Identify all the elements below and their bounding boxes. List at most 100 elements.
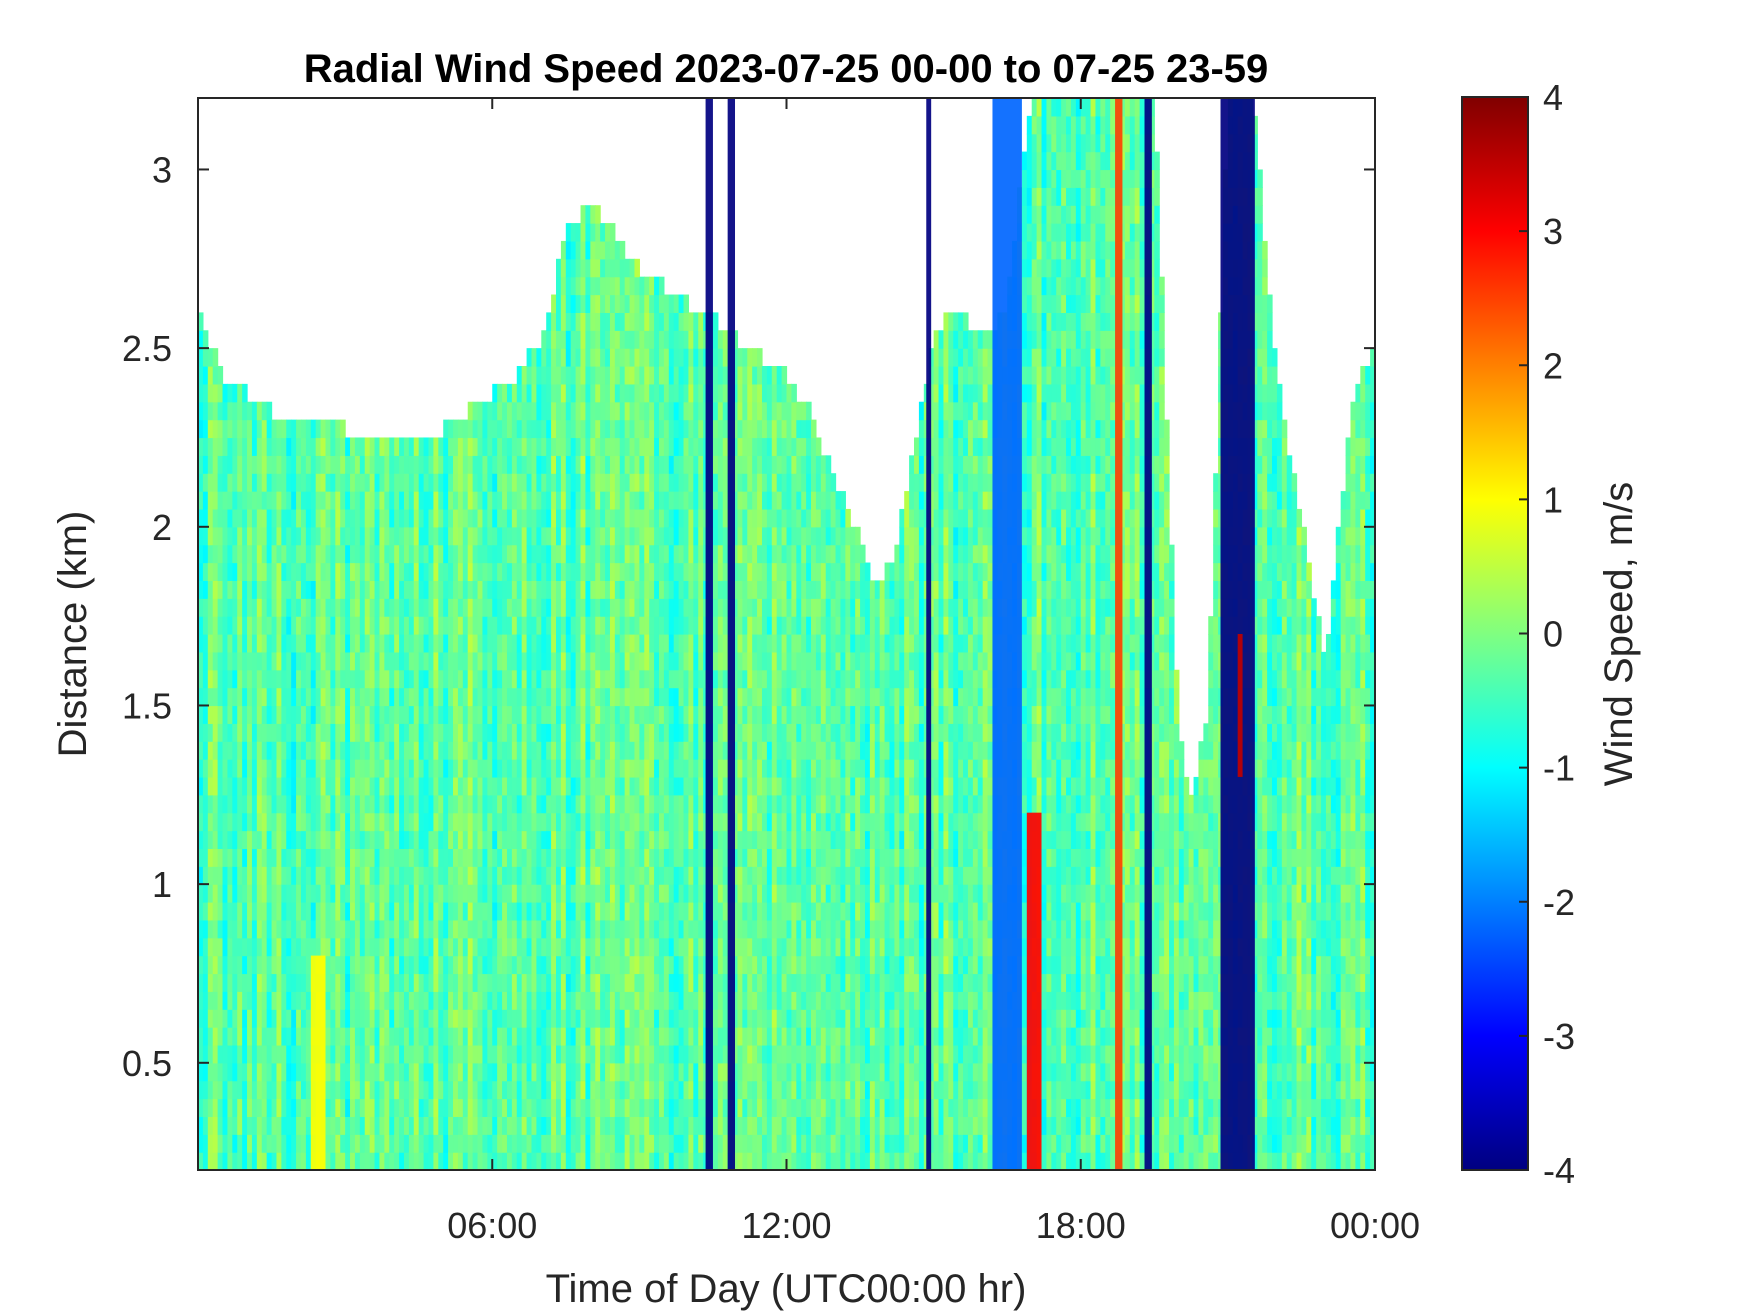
heatmap-cell bbox=[585, 848, 591, 867]
heatmap-cell bbox=[698, 919, 704, 939]
heatmap-cell bbox=[296, 759, 302, 778]
heatmap-cell bbox=[394, 723, 400, 742]
heatmap-cell bbox=[242, 794, 248, 814]
heatmap-cell bbox=[345, 687, 351, 707]
heatmap-cell bbox=[570, 651, 577, 671]
heatmap-cell bbox=[482, 902, 488, 921]
heatmap-cell bbox=[600, 634, 606, 653]
heatmap-cell bbox=[369, 651, 376, 671]
heatmap-cell bbox=[423, 902, 430, 921]
heatmap-cell bbox=[688, 491, 694, 510]
heatmap-cell bbox=[585, 955, 591, 975]
heatmap-cell bbox=[492, 937, 498, 957]
heatmap-cell bbox=[364, 741, 371, 760]
heatmap-cell bbox=[663, 1098, 670, 1117]
heatmap-cell bbox=[198, 848, 204, 867]
heatmap-cell bbox=[428, 973, 434, 992]
heatmap-cell bbox=[639, 830, 645, 849]
heatmap-cell bbox=[457, 848, 464, 867]
heatmap-cell bbox=[526, 580, 533, 599]
heatmap-cell bbox=[198, 1152, 204, 1170]
heatmap-cell bbox=[722, 991, 729, 1010]
heatmap-cell bbox=[560, 812, 567, 832]
heatmap-cell bbox=[251, 1080, 258, 1100]
heatmap-cell bbox=[683, 616, 690, 635]
heatmap-cell bbox=[291, 669, 297, 689]
heatmap-cell bbox=[202, 741, 209, 760]
heatmap-cell bbox=[678, 473, 685, 492]
heatmap-cell bbox=[531, 473, 537, 492]
heatmap-cell bbox=[649, 634, 655, 653]
heatmap-cell bbox=[222, 508, 229, 528]
heatmap-cell bbox=[222, 741, 229, 760]
heatmap-cell bbox=[722, 401, 729, 421]
heatmap-cell bbox=[256, 955, 263, 975]
heatmap-cell bbox=[649, 973, 655, 992]
heatmap-cell bbox=[678, 366, 685, 385]
heatmap-cell bbox=[281, 437, 287, 456]
heatmap-cell bbox=[237, 437, 243, 456]
heatmap-cell bbox=[300, 419, 307, 439]
heatmap-cell bbox=[310, 491, 317, 510]
heatmap-cell bbox=[428, 598, 434, 617]
heatmap-cell bbox=[722, 723, 729, 742]
heatmap-cell bbox=[502, 794, 508, 814]
heatmap-cell bbox=[399, 1080, 405, 1100]
heatmap-cell bbox=[492, 1152, 498, 1170]
heatmap-cell bbox=[340, 937, 346, 957]
heatmap-cell bbox=[198, 902, 204, 921]
heatmap-cell bbox=[428, 437, 434, 456]
heatmap-cell bbox=[575, 723, 582, 742]
heatmap-cell bbox=[359, 776, 366, 796]
heatmap-cell bbox=[261, 1009, 268, 1028]
heatmap-cell bbox=[526, 419, 533, 439]
heatmap-cell bbox=[516, 1134, 523, 1153]
heatmap-cell bbox=[232, 919, 238, 939]
heatmap-cell bbox=[712, 437, 719, 456]
heatmap-cell bbox=[408, 902, 415, 921]
heatmap-cell bbox=[232, 955, 238, 975]
heatmap-cell bbox=[595, 437, 601, 456]
heatmap-cell bbox=[732, 598, 739, 617]
heatmap-cell bbox=[546, 437, 552, 456]
heatmap-cell bbox=[453, 598, 459, 617]
heatmap-cell bbox=[639, 937, 645, 957]
heatmap-cell bbox=[330, 776, 336, 796]
heatmap-cell bbox=[634, 705, 640, 724]
heatmap-cell bbox=[526, 955, 533, 975]
heatmap-cell bbox=[722, 330, 729, 349]
heatmap-cell bbox=[693, 937, 699, 957]
heatmap-cell bbox=[511, 812, 518, 832]
heatmap-cell bbox=[717, 366, 724, 385]
heatmap-cell bbox=[325, 616, 332, 635]
heatmap-cell bbox=[261, 508, 268, 528]
heatmap-cell bbox=[570, 366, 577, 385]
heatmap-cell bbox=[609, 1062, 616, 1082]
heatmap-cell bbox=[634, 401, 640, 421]
heatmap-cell bbox=[546, 776, 552, 796]
heatmap-cell bbox=[453, 616, 459, 635]
heatmap-cell bbox=[315, 705, 322, 724]
heatmap-cell bbox=[413, 1098, 420, 1117]
heatmap-cell bbox=[291, 562, 297, 581]
heatmap-cell bbox=[457, 455, 464, 474]
heatmap-cell bbox=[556, 634, 562, 653]
heatmap-cell bbox=[673, 741, 680, 760]
heatmap-cell bbox=[423, 991, 430, 1010]
heatmap-cell bbox=[276, 669, 282, 689]
heatmap-cell bbox=[605, 794, 611, 814]
heatmap-cell bbox=[305, 562, 312, 581]
heatmap-cell bbox=[580, 866, 587, 885]
heatmap-cell bbox=[423, 634, 430, 653]
heatmap-cell bbox=[325, 705, 332, 724]
heatmap-cell bbox=[217, 1044, 224, 1064]
heatmap-cell bbox=[232, 526, 238, 546]
heatmap-cell bbox=[291, 741, 297, 760]
heatmap-cell bbox=[374, 1027, 381, 1046]
heatmap-cell bbox=[531, 884, 537, 903]
heatmap-cell bbox=[639, 741, 645, 760]
heatmap-cell bbox=[271, 991, 278, 1010]
heatmap-cell bbox=[310, 651, 317, 671]
heatmap-cell bbox=[511, 651, 518, 671]
heatmap-cell bbox=[590, 902, 596, 921]
